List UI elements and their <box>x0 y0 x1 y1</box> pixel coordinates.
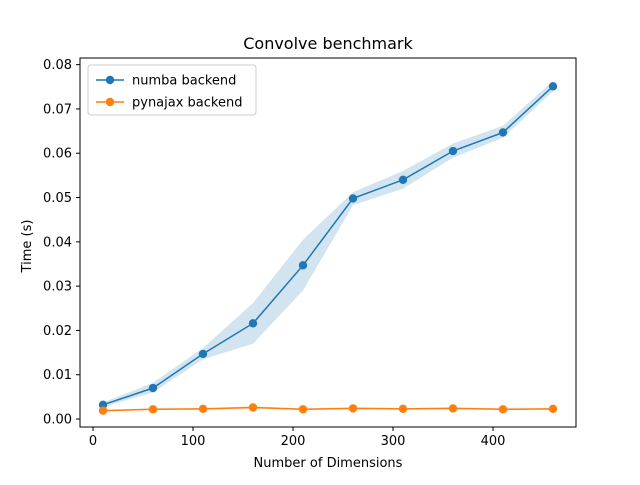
series-line-numba <box>102 85 554 406</box>
legend-label-numba: numba backend <box>132 74 236 89</box>
data-point-pynajax <box>398 404 408 414</box>
data-point-numba <box>548 82 558 91</box>
series-line-pynajax <box>102 406 554 412</box>
legend-box <box>87 64 257 116</box>
y-tick-label: 0.08 <box>43 58 72 73</box>
series-markers <box>98 82 558 415</box>
x-tick-label: 300 <box>381 434 406 449</box>
data-point-pynajax <box>98 406 108 415</box>
data-point-numba <box>198 349 208 359</box>
band-numba <box>103 81 553 408</box>
legend: numba backend pynajax backend <box>87 64 257 116</box>
data-point-numba <box>498 128 508 137</box>
y-axis-label: Time (s) <box>20 220 35 274</box>
y-tick-label: 0.06 <box>43 147 72 162</box>
plot-frame <box>79 57 577 428</box>
y-tick-label: 0.01 <box>43 368 72 383</box>
data-point-pynajax <box>198 404 208 414</box>
data-point-pynajax <box>498 405 508 414</box>
data-point-pynajax <box>298 405 308 414</box>
data-point-numba <box>348 194 358 203</box>
data-point-pynajax <box>348 404 358 413</box>
data-point-pynajax <box>448 404 458 413</box>
x-tick-label: 400 <box>481 434 506 449</box>
data-point-pynajax <box>148 405 158 414</box>
data-point-numba <box>148 383 158 393</box>
x-axis-label: Number of Dimensions <box>254 456 403 471</box>
data-point-pynajax <box>548 404 558 414</box>
y-tick-label: 0.02 <box>43 324 72 339</box>
legend-label-pynajax: pynajax backend <box>132 96 242 111</box>
data-point-pynajax <box>248 403 258 412</box>
data-point-numba <box>448 146 458 156</box>
y-tick-label: 0.05 <box>43 191 72 206</box>
data-point-numba <box>298 261 308 270</box>
legend-marker-numba <box>105 75 115 85</box>
data-point-numba <box>98 400 108 410</box>
chart-title: Convolve benchmark <box>243 34 413 53</box>
x-tick-label: 100 <box>181 434 206 449</box>
data-point-numba <box>248 319 258 328</box>
y-tick-label: 0.00 <box>43 413 72 428</box>
y-tick-label: 0.03 <box>43 280 72 295</box>
x-tick-label: 200 <box>281 434 306 449</box>
axes: 0 100 200 300 400 0.00 0.01 0.02 0.03 0.04 0.05 0.0… <box>43 57 577 449</box>
y-tick-label: 0.07 <box>43 102 72 117</box>
series-lines <box>102 85 554 412</box>
x-tick-label: 0 <box>89 434 97 449</box>
data-point-numba <box>398 175 408 185</box>
y-tick-label: 0.04 <box>43 235 72 250</box>
legend-marker-pynajax <box>105 97 115 107</box>
